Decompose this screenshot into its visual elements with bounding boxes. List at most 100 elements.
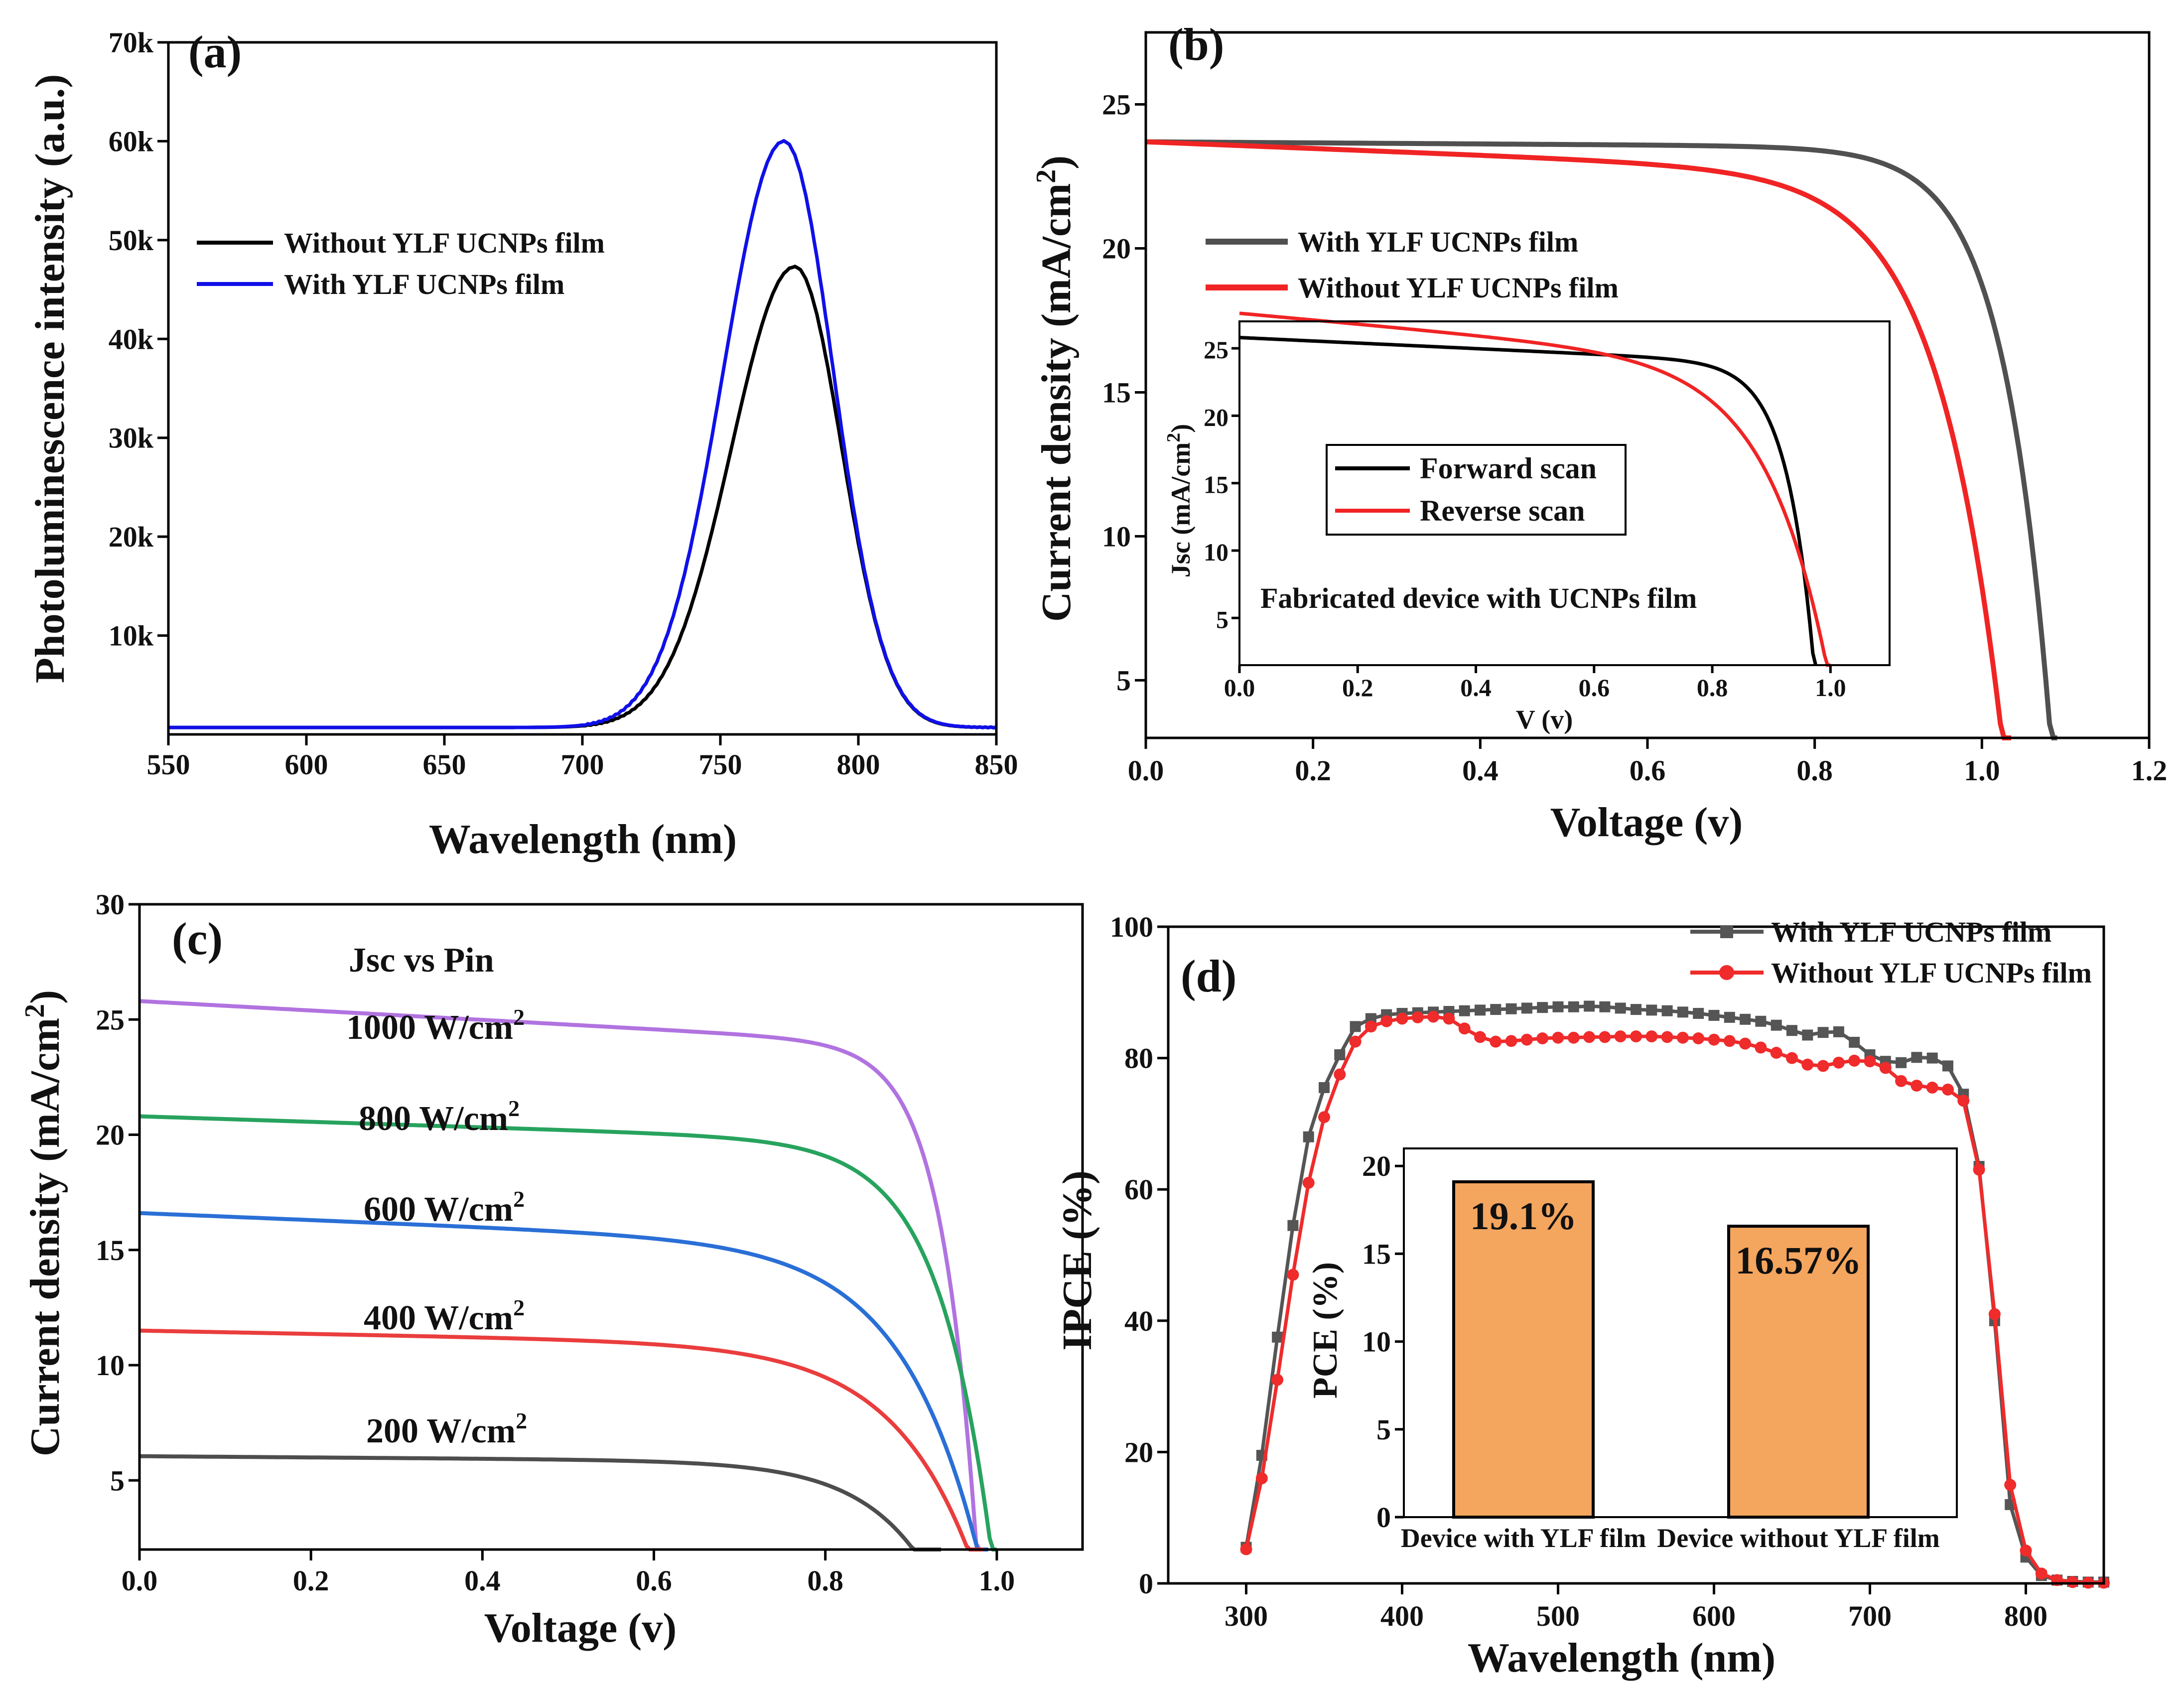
panel-d-point-1 bbox=[1396, 1012, 1408, 1025]
panel-d-point-1 bbox=[1770, 1047, 1782, 1059]
inset-b-xtick-label: 1.0 bbox=[1815, 674, 1846, 702]
panel-d-xtick-label: 400 bbox=[1380, 1600, 1424, 1632]
panel-d-xtick-label: 600 bbox=[1692, 1600, 1736, 1632]
inset-d-cat-0: Device with YLF film bbox=[1401, 1523, 1646, 1553]
panel-d-point-1 bbox=[1988, 1308, 2001, 1320]
panel-d-point-1 bbox=[1490, 1035, 1502, 1048]
panel-a-ylabel: Photoluminescence intensity (a.u.) bbox=[27, 74, 73, 684]
panel-d-xtick-label: 800 bbox=[2004, 1600, 2048, 1632]
panel-d-point-0 bbox=[1849, 1036, 1860, 1048]
panel-d-point-0 bbox=[1599, 1001, 1611, 1012]
panel-b-xtick-label: 1.2 bbox=[2131, 754, 2168, 787]
legend-d-marker-0 bbox=[1720, 925, 1733, 938]
panel-d-point-0 bbox=[1911, 1052, 1922, 1063]
inset-b-xtick-label: 0.6 bbox=[1579, 674, 1610, 702]
panel-a-xtick-label: 750 bbox=[699, 748, 742, 781]
inset-b-ytick-label: 10 bbox=[1204, 538, 1228, 566]
panel-d-point-0 bbox=[1490, 1004, 1502, 1015]
panel-d-point-0 bbox=[1537, 1002, 1548, 1013]
panel-c-label-200: 200 W/cm2 bbox=[366, 1408, 527, 1450]
panel-b-xtick-label: 0.6 bbox=[1630, 754, 1666, 787]
panel-d-point-1 bbox=[1786, 1052, 1798, 1064]
inset-b-xtick-label: 0.8 bbox=[1697, 674, 1728, 702]
panel-a-xtick-label: 600 bbox=[285, 748, 328, 781]
panel-d-point-1 bbox=[1879, 1062, 1892, 1074]
panel-a-ytick-label: 70k bbox=[109, 26, 154, 59]
inset-b-xtick-label: 0.2 bbox=[1342, 674, 1373, 702]
panel-d-ylabel: IPCE (%) bbox=[1054, 1170, 1100, 1351]
panel-d-point-1 bbox=[1599, 1031, 1611, 1043]
panel-b-xlabel: Voltage (v) bbox=[1550, 799, 1743, 846]
panel-d-point-1 bbox=[1271, 1374, 1284, 1386]
panel-c-label-800: 800 W/cm2 bbox=[359, 1096, 520, 1138]
panel-d-inset: 19.1% 16.57% 0 5 10 15 20 PCE (%) Device with… bbox=[1306, 1147, 1958, 1553]
panel-d-point-1 bbox=[1505, 1035, 1517, 1047]
panel-d-point-0 bbox=[1802, 1029, 1813, 1041]
panel-d-point-0 bbox=[1771, 1019, 1782, 1031]
panel-d-point-1 bbox=[2035, 1567, 2048, 1580]
panel-d-point-1 bbox=[1334, 1068, 1346, 1081]
panel-d-point-1 bbox=[1240, 1543, 1252, 1555]
panel-a-xtick-label: 650 bbox=[423, 748, 466, 781]
panel-c-xlabel: Voltage (v) bbox=[484, 1605, 677, 1651]
panel-d-point-1 bbox=[1708, 1033, 1720, 1046]
panel-d-point-0 bbox=[1661, 1005, 1673, 1016]
panel-a-ytick-label: 40k bbox=[109, 323, 154, 355]
panel-d-point-1 bbox=[1536, 1032, 1549, 1045]
panel-c-ytick-label: 20 bbox=[96, 1119, 125, 1151]
panel-d-point-1 bbox=[1832, 1056, 1845, 1069]
panel-d-xtick-label: 300 bbox=[1225, 1600, 1268, 1632]
panel-d-point-1 bbox=[1723, 1035, 1736, 1047]
panel-d-point-0 bbox=[1677, 1006, 1688, 1018]
legend-b-label-1: Without YLF UCNPs film bbox=[1298, 272, 1619, 304]
panel-d-point-1 bbox=[1661, 1031, 1673, 1043]
panel-b-inset: 0.0 0.2 0.4 0.6 0.8 1.0 5 10 15 20 25 V (v) Jsc (m… bbox=[1163, 311, 1891, 734]
panel-d-point-0 bbox=[1631, 1004, 1641, 1015]
panel-c-series-1 bbox=[139, 1114, 997, 1552]
panel-d-point-0 bbox=[1896, 1057, 1907, 1068]
panel-d-point-0 bbox=[1724, 1011, 1735, 1023]
panel-d-point-0 bbox=[1319, 1082, 1330, 1093]
panel-a-ytick-label: 10k bbox=[109, 620, 154, 652]
panel-d-point-1 bbox=[1848, 1054, 1861, 1067]
inset-d-bar-label-0: 19.1% bbox=[1470, 1194, 1577, 1238]
panel-a-ytick-label: 20k bbox=[109, 521, 154, 553]
panel-d-point-0 bbox=[1584, 1000, 1595, 1012]
panel-c-series-0 bbox=[139, 999, 981, 1551]
panel-c: 0.0 0.2 0.4 0.6 0.8 1.0 5 10 15 20 25 30 (c) Jsc vs… bbox=[19, 888, 1084, 1651]
panel-d-xtick-label: 500 bbox=[1536, 1600, 1580, 1632]
panel-d-point-1 bbox=[1739, 1037, 1752, 1050]
inset-b-xlabel: V (v) bbox=[1516, 705, 1573, 734]
panel-a-ytick-label: 50k bbox=[109, 224, 154, 257]
panel-b-ylabel: Current density (mA/cm2) bbox=[1031, 155, 1080, 622]
inset-b-annotation: Fabricated device with UCNPs film bbox=[1260, 582, 1697, 614]
legend-a-label-1: With YLF UCNPs film bbox=[284, 268, 564, 300]
inset-d-ytick-label: 15 bbox=[1362, 1238, 1391, 1270]
panel-d-point-1 bbox=[1380, 1015, 1393, 1027]
panel-d-point-0 bbox=[1334, 1049, 1346, 1061]
panel-d-point-0 bbox=[1693, 1007, 1704, 1019]
panel-c-ytick-label: 25 bbox=[96, 1003, 125, 1036]
panel-d-point-1 bbox=[1474, 1031, 1486, 1043]
panel-d-point-1 bbox=[1942, 1083, 1954, 1096]
panel-b-legend: With YLF UCNPs film Without YLF UCNPs fi… bbox=[1206, 226, 1619, 304]
panel-d-point-1 bbox=[1427, 1010, 1440, 1023]
legend-d-label-1: Without YLF UCNPs film bbox=[1771, 957, 2092, 989]
panel-d-point-1 bbox=[1443, 1012, 1455, 1025]
legend-bi-label-1: Reverse scan bbox=[1420, 494, 1585, 527]
panel-d-point-0 bbox=[1552, 1001, 1564, 1012]
panel-c-ytick-label: 10 bbox=[96, 1349, 125, 1382]
panel-d-point-0 bbox=[1942, 1060, 1953, 1072]
panel-a-xlabel: Wavelength (nm) bbox=[429, 816, 737, 862]
panel-d-point-0 bbox=[1646, 1004, 1657, 1016]
panel-d-point-1 bbox=[1755, 1041, 1767, 1054]
panel-d-point-0 bbox=[1287, 1220, 1299, 1231]
panel-b-ytick-label: 15 bbox=[1102, 376, 1131, 409]
panel-a-xtick-label: 550 bbox=[147, 748, 190, 781]
panel-b-label: (b) bbox=[1168, 19, 1224, 70]
panel-c-series-3 bbox=[139, 1328, 984, 1552]
panel-a-label: (a) bbox=[188, 26, 242, 77]
panel-b-ytick-label: 25 bbox=[1102, 88, 1131, 121]
panel-c-xtick-label: 1.0 bbox=[979, 1564, 1015, 1597]
panel-a-xtick-label: 850 bbox=[975, 748, 1018, 781]
